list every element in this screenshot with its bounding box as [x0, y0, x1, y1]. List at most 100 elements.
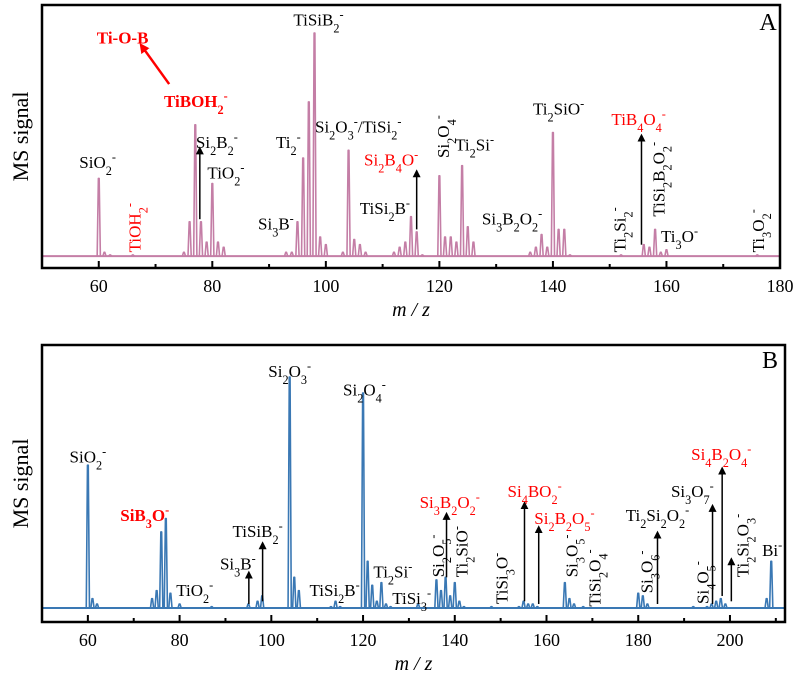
spectrum-peak — [360, 392, 366, 608]
spectrum-peak — [652, 228, 658, 257]
peak-label: Si3B2O2- — [420, 490, 480, 518]
spectrum-peak — [408, 215, 414, 257]
peak-label: TiSi2B- — [309, 578, 359, 606]
spectrum-peak — [723, 603, 728, 609]
spectrum-peak — [391, 251, 397, 257]
peak-label: Si2O3-/TiSi2- — [315, 115, 401, 143]
spectrum-peak — [521, 600, 526, 609]
peak-label: TiO2- — [207, 160, 244, 188]
peak-label: TiSi3O- — [490, 553, 518, 604]
peak-label: Si2B4O- — [364, 148, 418, 176]
peak-label: TiB4O4- — [611, 107, 665, 135]
peak-label: Ti2Si- — [373, 559, 412, 587]
spectrum-peak — [436, 175, 442, 257]
peak-label: Ti2- — [276, 130, 301, 158]
spectrum-peak — [291, 576, 297, 609]
spectrum-peak — [434, 579, 439, 609]
spectrum-peak — [471, 241, 476, 257]
peak-label: Si3B2O2- — [482, 206, 542, 234]
panel-letter: A — [759, 10, 777, 36]
spectrum-peak — [640, 595, 646, 609]
spectrum-peak — [317, 236, 323, 257]
x-tick-label: 60 — [79, 630, 97, 650]
spectrum-peak — [198, 220, 204, 257]
spectrum-peak — [704, 605, 710, 609]
x-tick-label: 100 — [312, 276, 339, 296]
spectrum-peak — [454, 241, 459, 257]
spectrum-peak — [641, 243, 647, 257]
peak-label: TiO2- — [176, 578, 213, 606]
spectrum-peak — [527, 251, 533, 257]
spectrum-peak — [154, 589, 160, 609]
x-tick-label: 100 — [258, 630, 285, 650]
spectrum-peak — [296, 589, 302, 609]
spectrum-peak — [456, 600, 462, 609]
spectrum-peak — [168, 592, 173, 609]
plot-frame — [40, 343, 787, 624]
peak-label: TiSi2B- — [360, 196, 410, 224]
spectrum-peak — [489, 605, 494, 609]
peak-label: TiSi2O4- — [583, 549, 611, 606]
peak-label: TiSi3- — [392, 586, 431, 614]
spectrum-peak — [647, 246, 652, 257]
spectrum-peak — [130, 254, 136, 257]
spectrum-peak — [96, 177, 102, 257]
annotation-arrow — [139, 43, 171, 85]
peak-label: Ti3O2- — [746, 209, 774, 252]
peak-label: Si4O5- — [690, 561, 718, 604]
spectrum-peak — [635, 592, 641, 609]
spectrum-peak — [533, 246, 539, 257]
spectrum-peak — [755, 254, 760, 257]
spectrum-peak — [525, 603, 531, 609]
spectrum-peak — [664, 249, 669, 257]
peak-label: TiBOH2- — [164, 89, 228, 117]
spectrum-peak — [448, 236, 454, 257]
spectrum-peak — [369, 584, 375, 609]
x-tick-label: 160 — [533, 630, 560, 650]
y-axis-label: MS signal — [8, 92, 33, 182]
spectrum-peak — [562, 581, 568, 609]
peak-label: Ti2SiO- — [450, 526, 478, 577]
spectrum-peak — [346, 149, 351, 257]
spectrum-peak — [177, 603, 182, 609]
spectrum-peak — [556, 228, 561, 257]
x-tick-label: 140 — [539, 276, 566, 296]
spectrum-peak — [459, 164, 465, 257]
spectrum-peak — [581, 605, 586, 609]
peak-label: Si2O4- — [343, 378, 386, 406]
x-tick-label: 160 — [653, 276, 680, 296]
x-axis-label: m / z — [395, 653, 433, 675]
x-tick-label: 180 — [767, 276, 794, 296]
plot-frame — [40, 3, 782, 270]
panel-A: 60 80 100 120 140 160 180 m / z MS signal A Ti-O-B… — [8, 3, 794, 321]
spectrum-peak — [85, 464, 91, 609]
spectrum-peak — [420, 254, 425, 257]
peak-label: SiO2- — [79, 150, 116, 178]
spectrum-peak — [94, 603, 100, 609]
spectrum-peak — [255, 600, 260, 609]
spectrum-peak — [306, 101, 312, 257]
x-tick-label: 60 — [90, 276, 108, 296]
panel-B: 60 80 100 120 140 160 180 200 m / z MS signal B SiO… — [8, 343, 787, 675]
spectrum-peak — [351, 238, 357, 257]
peak-label: Ti2Si- — [455, 132, 494, 160]
spectrum-peak — [102, 251, 107, 257]
y-axis-label: MS signal — [8, 439, 33, 529]
peak-label: Si2O5- — [426, 534, 454, 577]
spectrum-peak — [209, 605, 214, 609]
peak-label: SiO2- — [70, 444, 107, 472]
spectrum-peak — [709, 603, 714, 609]
spectrum-peak — [415, 603, 421, 609]
peak-label: TiOH2- — [123, 203, 151, 252]
spectrum-peak — [414, 231, 420, 257]
spectrum-peak — [530, 603, 536, 609]
spectrum-peak — [107, 254, 113, 257]
spectrum-peak — [402, 241, 408, 257]
spectrum-peak — [90, 597, 95, 609]
peak-label: TiSi2B2O2- — [647, 142, 675, 217]
peak-label: Ti-O-B — [97, 28, 149, 47]
spectrum-peak — [287, 376, 293, 608]
peak-label: Si4B2O4- — [691, 442, 751, 470]
x-tick-label: 120 — [426, 276, 453, 296]
spectrum-peak — [289, 251, 295, 257]
